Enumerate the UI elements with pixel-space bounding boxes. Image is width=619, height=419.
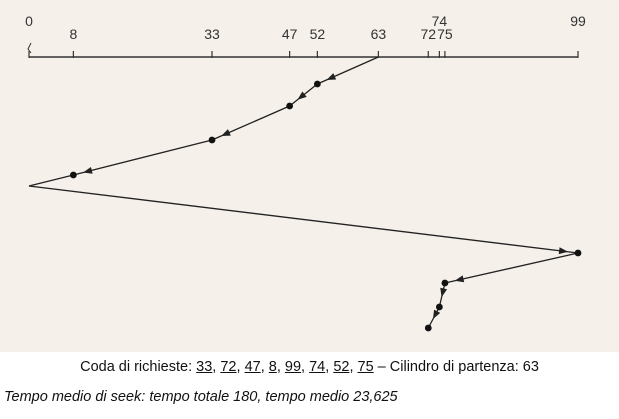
- caption-prefix: Coda di richieste:: [80, 359, 197, 375]
- request-separator: ,: [301, 359, 310, 375]
- request-separator: ,: [276, 359, 285, 375]
- tick-label: 8: [69, 26, 77, 42]
- request-point: [313, 80, 321, 88]
- request-value: 33: [196, 359, 213, 375]
- tick-label: 63: [371, 26, 387, 42]
- request-value: 8: [268, 359, 277, 375]
- caption-suffix: – Cilindro di partenza: 63: [373, 359, 539, 375]
- seek-arrowhead: [297, 91, 307, 100]
- request-value: 72: [220, 359, 237, 375]
- request-separator: ,: [212, 359, 221, 375]
- seek-segment: [28, 174, 74, 187]
- tick-label: 74: [432, 13, 448, 29]
- seek-arrowhead: [221, 129, 231, 136]
- tick-label: 72: [420, 26, 436, 42]
- request-value: 99: [284, 359, 302, 375]
- request-separator: ,: [236, 359, 245, 375]
- axis-start-bracket: [27, 42, 32, 54]
- tick-label: 75: [437, 26, 453, 42]
- request-queue: 33, 72, 47, 8, 99, 74, 52, 75: [196, 359, 374, 375]
- seek-arrowhead: [454, 275, 465, 283]
- disk-scheduling-diagram: 0 8 33 47 52 63 72 74 75 99: [0, 0, 619, 352]
- request-value: 52: [333, 359, 350, 375]
- request-point: [424, 324, 432, 332]
- seek-arrowhead: [558, 247, 569, 255]
- request-point: [286, 102, 294, 110]
- request-point: [69, 171, 77, 179]
- request-value: 47: [244, 359, 261, 375]
- tick-label: 47: [282, 26, 298, 42]
- seek-segment: [444, 252, 579, 284]
- request-point: [574, 249, 582, 257]
- seek-arrowhead: [440, 287, 448, 298]
- seek-time-summary: Tempo medio di seek: tempo totale 180, t…: [4, 389, 398, 405]
- request-point: [435, 303, 443, 311]
- tick-label: 52: [310, 26, 326, 42]
- request-value: 74: [309, 359, 326, 375]
- request-separator: ,: [349, 359, 358, 375]
- tick-label: 0: [25, 13, 33, 29]
- tick-label: 99: [570, 13, 586, 29]
- request-separator: ,: [260, 359, 269, 375]
- seek-segment: [28, 185, 579, 254]
- request-value: 75: [357, 359, 374, 375]
- seek-arrowhead: [432, 309, 441, 320]
- seek-segment: [73, 139, 213, 176]
- caption: Coda di richieste: 33, 72, 47, 8, 99, 74…: [0, 359, 619, 375]
- seek-arrowhead: [326, 73, 337, 80]
- request-point: [441, 279, 449, 287]
- request-point: [208, 136, 216, 144]
- seek-arrowhead: [83, 166, 93, 174]
- tick-label: 33: [204, 26, 220, 42]
- request-separator: ,: [325, 359, 334, 375]
